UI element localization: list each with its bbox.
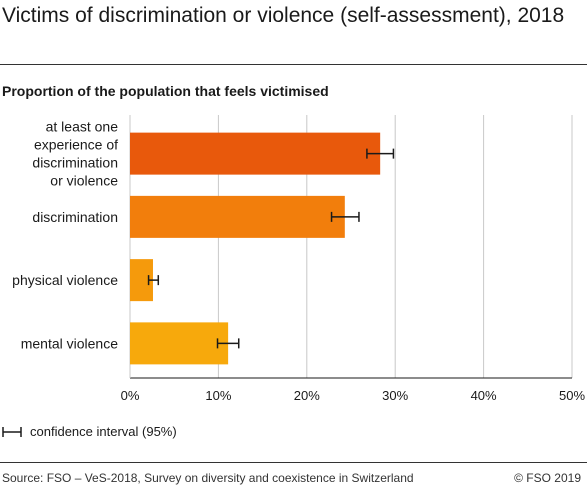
x-tick-label: 50% <box>559 388 585 403</box>
bar <box>130 132 381 175</box>
category-label: discrimination <box>32 209 118 225</box>
x-tick-label: 30% <box>382 388 408 403</box>
source-note: Source: FSO – VeS-2018, Survey on divers… <box>2 471 414 485</box>
confidence-interval-icon <box>2 426 22 437</box>
bar <box>130 322 229 365</box>
x-tick-label: 10% <box>205 388 231 403</box>
bar <box>130 195 345 238</box>
chart-subtitle: Proportion of the population that feels … <box>2 83 329 99</box>
x-tick-label: 40% <box>471 388 497 403</box>
category-label: mental violence <box>21 335 118 351</box>
legend-label: confidence interval (95%) <box>30 424 177 439</box>
title-divider <box>0 64 587 65</box>
bar-chart: 0% 10% 20% 30% 40% 50% at least one experience … <box>12 115 585 403</box>
bar <box>130 259 153 302</box>
legend: confidence interval (95%) <box>2 424 177 439</box>
x-tick-label: 20% <box>294 388 320 403</box>
copyright: © FSO 2019 <box>514 471 581 485</box>
category-label: at least one experience of discrimination o… <box>32 119 118 189</box>
category-label: physical violence <box>12 272 118 288</box>
footer-divider <box>0 462 587 463</box>
chart-title: Victims of discrimination or violence (s… <box>2 4 565 27</box>
x-tick-label: 0% <box>121 388 140 403</box>
